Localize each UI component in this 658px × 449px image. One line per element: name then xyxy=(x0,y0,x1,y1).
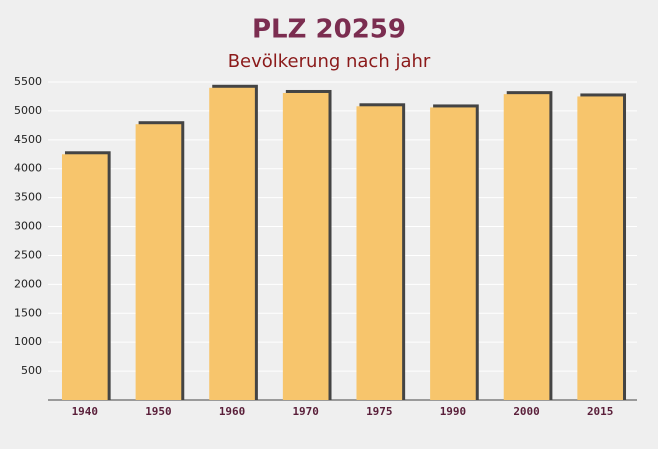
bar xyxy=(282,92,329,401)
x-tick-label: 1950 xyxy=(145,405,172,418)
chart-subtitle: Bevölkerung nach jahr xyxy=(228,51,431,72)
x-tick-label: 1960 xyxy=(219,405,246,418)
y-tick-label: 4500 xyxy=(14,133,42,146)
x-tick-label: 2015 xyxy=(587,405,614,418)
x-tick-label: 2000 xyxy=(513,405,540,418)
y-tick-label: 5500 xyxy=(14,75,42,88)
y-tick-label: 3000 xyxy=(14,220,42,233)
y-tick-label: 1000 xyxy=(14,335,42,348)
bar xyxy=(135,124,182,400)
bar xyxy=(430,107,476,400)
bar xyxy=(61,154,108,400)
y-tick-label: 2000 xyxy=(14,277,42,290)
y-tick-label: 500 xyxy=(21,364,42,377)
x-tick-label: 1940 xyxy=(72,405,99,418)
x-tick-label: 1970 xyxy=(292,405,319,418)
bar xyxy=(577,96,624,401)
y-tick-label: 4000 xyxy=(14,162,42,175)
x-tick-label: 1990 xyxy=(440,405,467,418)
y-tick-label: 3500 xyxy=(14,191,42,204)
y-tick-label: 5000 xyxy=(14,104,42,117)
y-tick-label: 2500 xyxy=(14,248,42,261)
bar xyxy=(356,106,403,401)
bar xyxy=(503,94,550,400)
chart-title: PLZ 20259 xyxy=(252,15,406,45)
bar xyxy=(209,87,255,401)
y-tick-label: 1500 xyxy=(14,306,42,319)
x-tick-label: 1975 xyxy=(366,405,393,418)
